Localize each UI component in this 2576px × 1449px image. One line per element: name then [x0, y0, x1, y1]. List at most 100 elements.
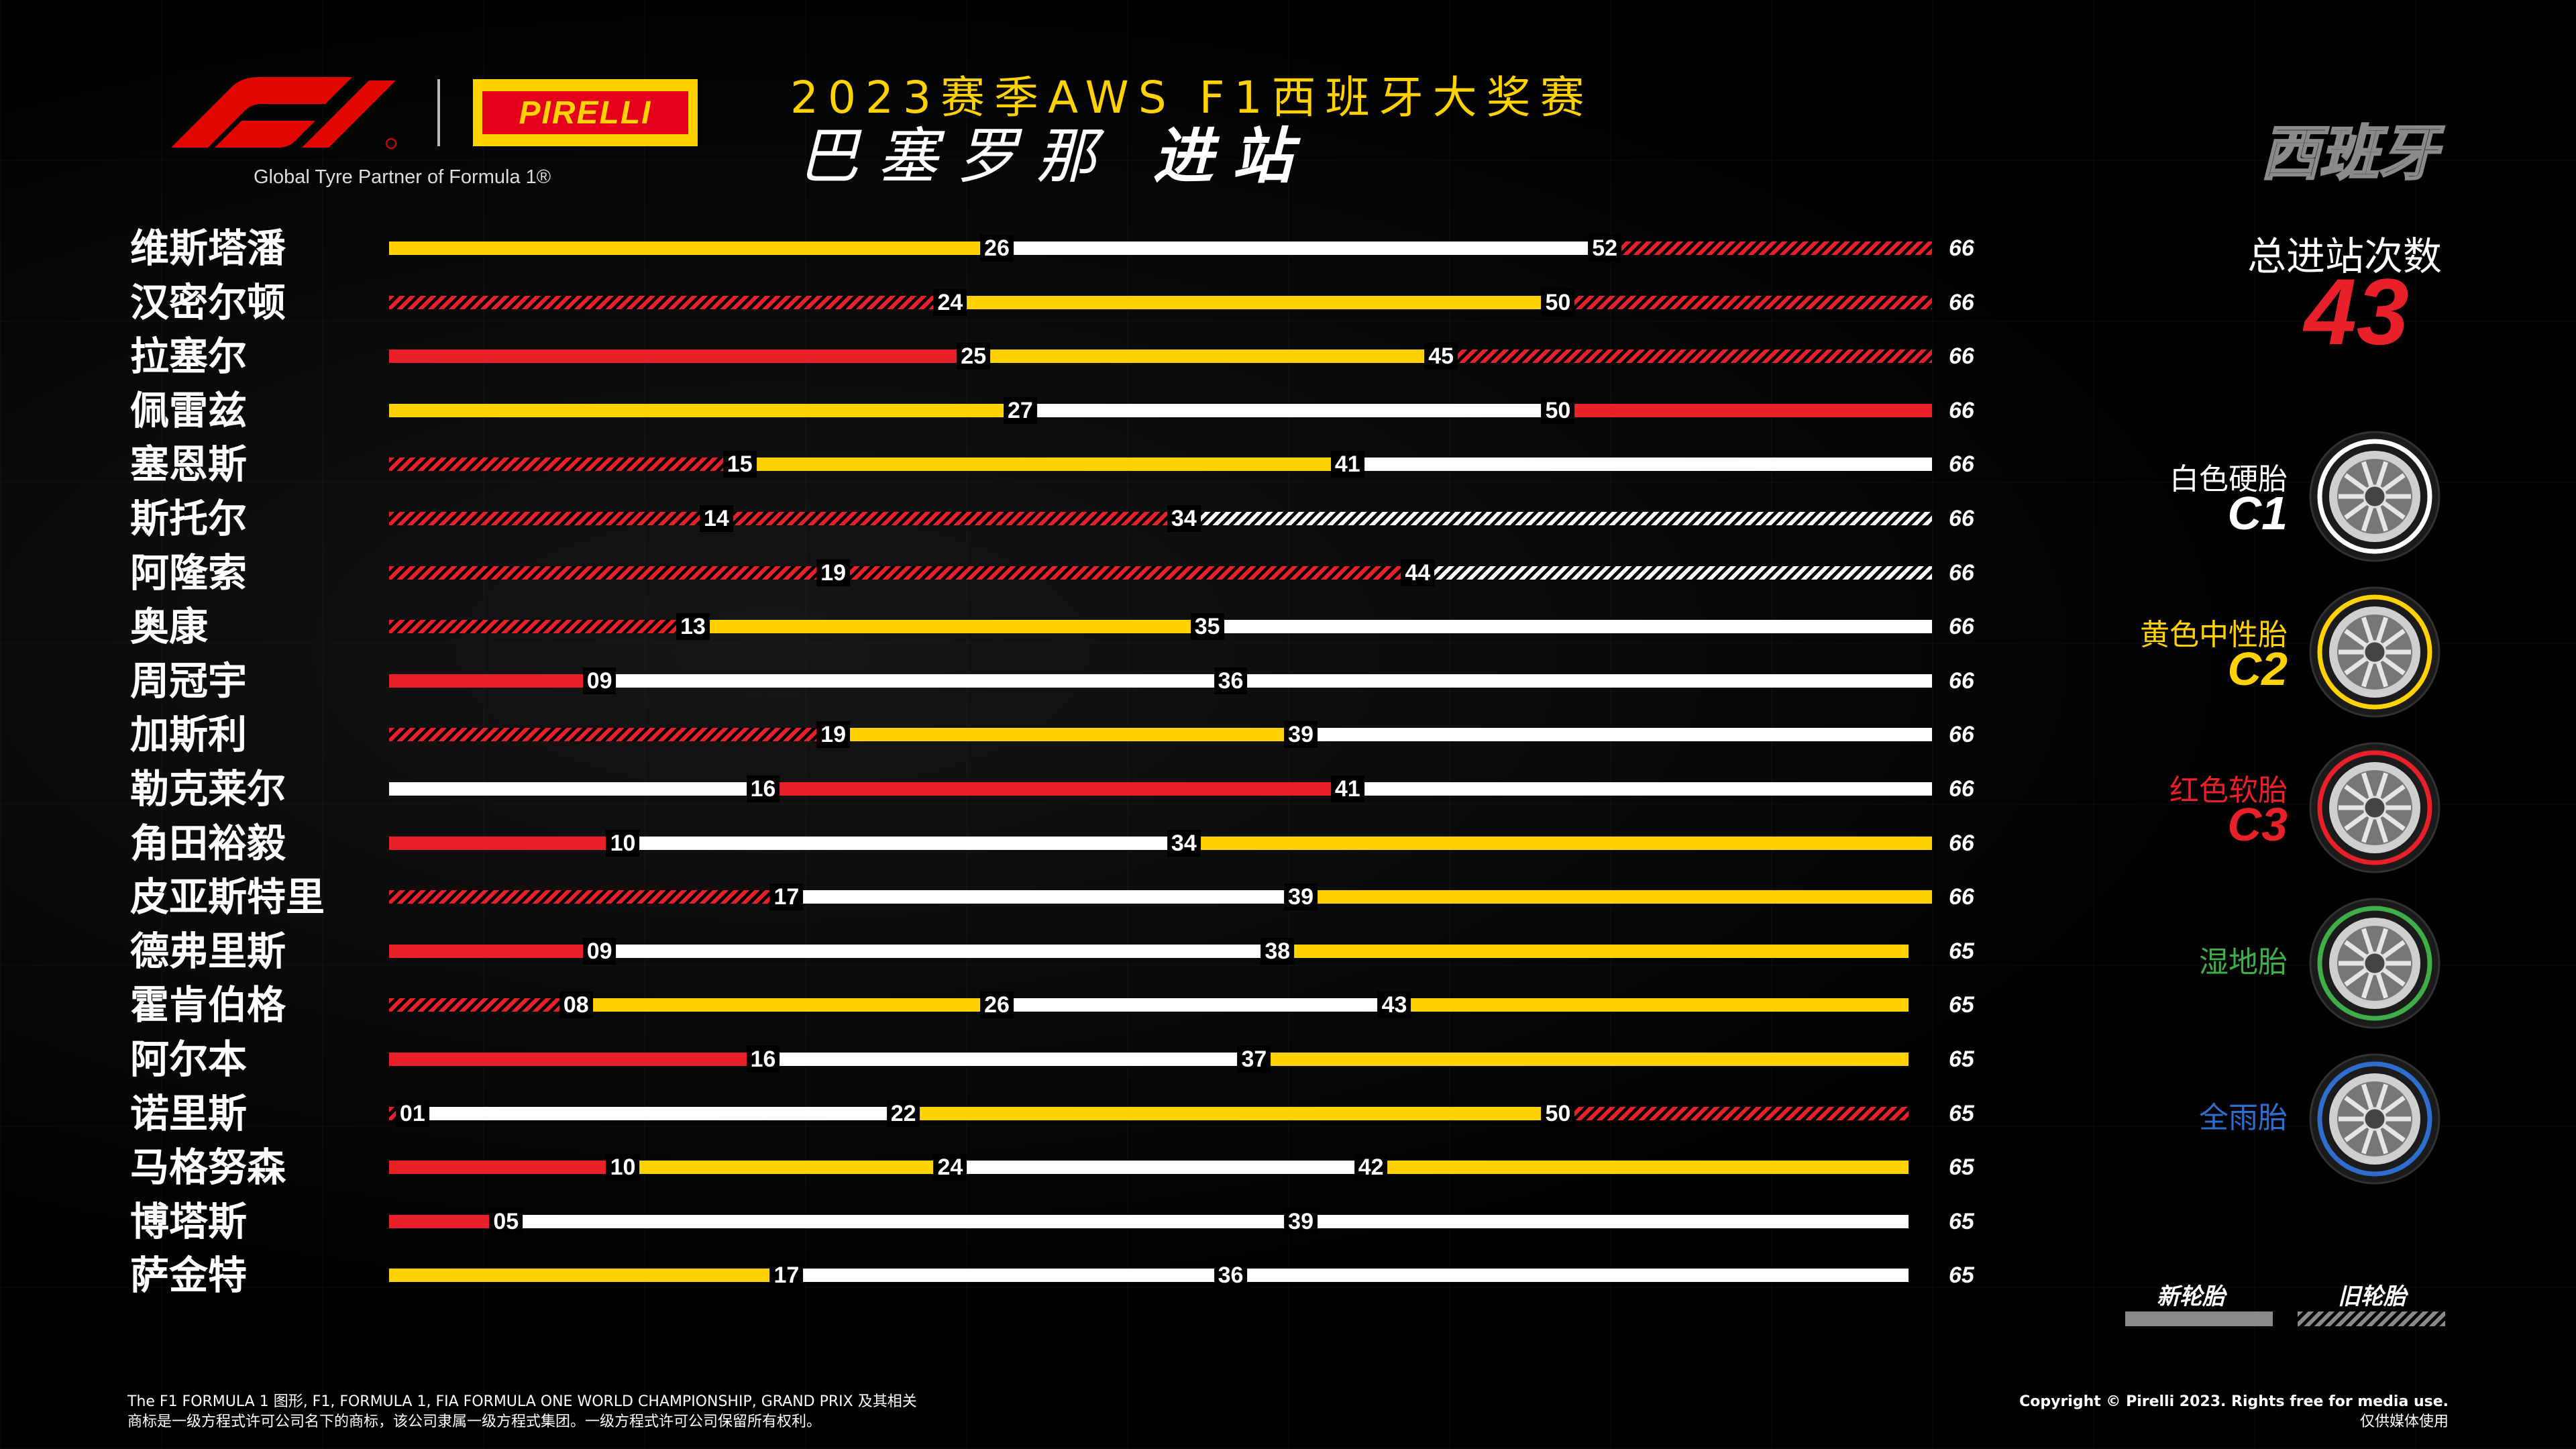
stint-bar [763, 1053, 1254, 1066]
tyre-legend-item: 全雨胎 [2113, 1052, 2449, 1186]
driver-name: 马格努森 [130, 1144, 286, 1191]
pitstop-lap-label: 17 [769, 1262, 804, 1289]
footer-legal: The F1 FORMULA 1 图形, F1, FORMULA 1, FIA … [127, 1392, 917, 1432]
new-tyre-label: 新轮胎 [2157, 1283, 2225, 1310]
stint-bar [1301, 890, 1932, 904]
tyre-legend-item: 红色软胎 C3 [2113, 741, 2449, 875]
stint-bar [763, 782, 1348, 796]
driver-name: 角田裕毅 [130, 820, 286, 866]
new-tyre-swatch [2125, 1311, 2273, 1326]
pitstop-lap-label: 39 [1284, 883, 1318, 911]
stint-bar [389, 350, 974, 364]
stint-bar [1230, 674, 1932, 688]
total-laps-label: 66 [1949, 776, 1974, 802]
stint-bar [1558, 295, 1932, 309]
stint-bar [412, 1106, 904, 1120]
tyre-legend-item: 黄色中性胎 C2 [2113, 585, 2449, 719]
stint-bar [1347, 782, 1932, 796]
stint-bar [716, 512, 1184, 525]
pitstop-lap-label: 50 [1541, 1099, 1575, 1127]
total-laps-label: 65 [1949, 1263, 1974, 1289]
stint-bar [786, 890, 1301, 904]
total-laps-label: 66 [1949, 722, 1974, 748]
pitstop-lap-label: 14 [699, 505, 733, 532]
stint-bar [576, 998, 998, 1012]
driver-name: 萨金特 [130, 1252, 248, 1299]
tyre-icon [2309, 1053, 2440, 1185]
tyre-icon [2309, 431, 2440, 562]
pitstop-lap-label: 19 [816, 721, 851, 749]
country-badge: 西班牙 [2259, 118, 2438, 189]
driver-name: 德弗里斯 [130, 928, 286, 974]
pitstop-lap-label: 13 [676, 613, 710, 641]
pitstop-lap-label: 50 [1541, 396, 1575, 424]
driver-name: 维斯塔潘 [130, 225, 286, 271]
stint-bar [389, 836, 623, 850]
stint-bar [1254, 1053, 1909, 1066]
total-laps-label: 66 [1949, 884, 1974, 910]
driver-name: 佩雷兹 [130, 387, 248, 433]
tyre-code: C3 [2227, 798, 2288, 851]
pitstop-lap-label: 10 [606, 829, 640, 857]
total-laps-label: 65 [1949, 1208, 1974, 1234]
tyre-name: 红色软胎 [2169, 773, 2288, 808]
tyre-icon [2309, 898, 2440, 1029]
stint-bar [739, 458, 1348, 472]
stint-bar [623, 1161, 951, 1175]
total-laps-label: 65 [1949, 938, 1974, 964]
driver-name: 博塔斯 [130, 1198, 248, 1244]
total-laps-label: 65 [1949, 1046, 1974, 1072]
stint-bar [1605, 241, 1932, 255]
stint-bar [389, 944, 600, 958]
driver-name: 斯托尔 [130, 496, 248, 541]
stint-bar [997, 241, 1605, 255]
used-tyre-label: 旧轮胎 [2338, 1283, 2406, 1310]
total-laps-label: 66 [1949, 451, 1974, 478]
pitstop-lap-label: 10 [606, 1154, 640, 1181]
stint-bar [1301, 1214, 1909, 1228]
pitstop-lap-label: 22 [886, 1099, 920, 1127]
total-laps-label: 66 [1949, 559, 1974, 586]
stint-bar [599, 944, 1278, 958]
pitstop-lap-label: 35 [1190, 613, 1224, 641]
total-laps-label: 66 [1949, 289, 1974, 315]
stint-bar [950, 295, 1558, 309]
stint-bar [389, 1269, 787, 1283]
tyre-name: 全雨胎 [2199, 1101, 2288, 1135]
total-laps-label: 65 [1949, 1100, 1974, 1126]
pitstop-lap-label: 08 [559, 991, 593, 1019]
pitstop-lap-label: 01 [395, 1099, 429, 1127]
pitstop-lap-label: 41 [1330, 775, 1364, 802]
driver-name: 奥康 [130, 604, 209, 650]
driver-name: 汉密尔顿 [130, 279, 286, 325]
stint-bar [389, 1214, 506, 1228]
total-stops-label: 总进站次数 [2247, 233, 2443, 279]
stint-bar [1230, 1269, 1909, 1283]
footer-copyright-line2: 仅供媒体使用 [2359, 1413, 2449, 1430]
driver-name: 阿尔本 [130, 1036, 248, 1082]
stint-bar [903, 1106, 1558, 1120]
stint-bar [1277, 944, 1909, 958]
driver-name: 周冠宇 [130, 657, 248, 704]
stint-bar [1207, 620, 1932, 634]
stint-bar [389, 566, 834, 580]
pitstop-lap-label: 26 [980, 235, 1014, 262]
stint-bar [389, 890, 787, 904]
stint-bar [389, 512, 716, 525]
pitstop-lap-label: 09 [582, 667, 616, 694]
pitstop-lap-label: 50 [1541, 288, 1575, 316]
tyre-name: 黄色中性胎 [2140, 618, 2288, 652]
pirelli-logo-text: PIRELLI [482, 91, 688, 134]
pitstop-lap-label: 44 [1401, 559, 1435, 586]
driver-name: 皮亚斯特里 [130, 874, 325, 920]
total-laps-label: 65 [1949, 1155, 1974, 1181]
stint-bar [389, 620, 694, 634]
pitstop-lap-label: 52 [1588, 235, 1622, 262]
footer-copyright-line1: Copyright © Pirelli 2023. Rights free fo… [2019, 1393, 2449, 1410]
stint-bar [599, 674, 1231, 688]
stint-bar [973, 350, 1442, 364]
stint-bar [1558, 403, 1932, 417]
tyre-legend-item: 白色硬胎 C1 [2113, 429, 2449, 564]
total-laps-label: 66 [1949, 667, 1974, 694]
driver-name: 塞恩斯 [130, 441, 248, 488]
